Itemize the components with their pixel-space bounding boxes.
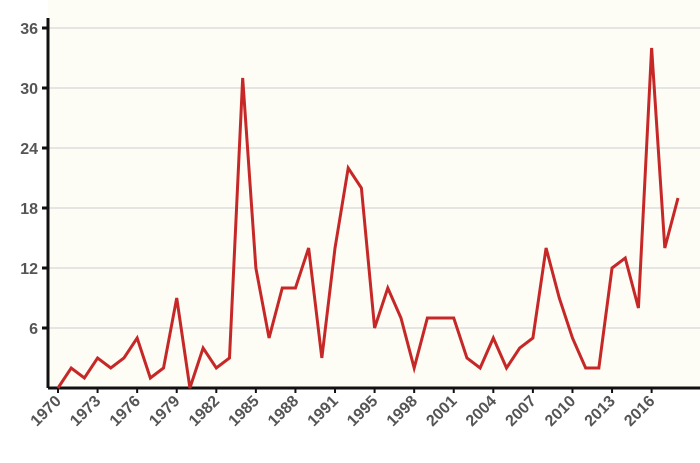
plot-background [48,0,700,388]
x-tick-label: 2001 [423,393,460,430]
x-tick-label: 2007 [503,393,540,430]
x-tick-label: 1995 [344,393,381,430]
x-tick-label: 1991 [305,393,342,430]
data-line [56,47,680,389]
y-tick-label: 18 [20,201,38,218]
y-tick-label: 6 [29,321,38,338]
x-tick-label: 1998 [384,393,421,430]
y-tick-label: 36 [20,21,38,38]
x-tick-label: 1976 [107,393,144,430]
x-tick-label: 1982 [186,393,223,430]
x-tick-label: 2013 [582,393,619,430]
x-tick-label: 1988 [265,393,302,430]
y-tick-label: 12 [20,261,38,278]
x-tick-label: 1973 [67,393,104,430]
x-tick-label: 2016 [621,393,658,430]
x-tick-label: 1970 [28,393,65,430]
x-tick-label: 2010 [542,393,579,430]
x-tick-label: 1985 [226,393,263,430]
x-tick-label: 1979 [146,393,183,430]
y-tick-label: 24 [20,141,38,158]
y-tick-label: 30 [20,81,38,98]
x-tick-label: 2004 [463,393,500,430]
